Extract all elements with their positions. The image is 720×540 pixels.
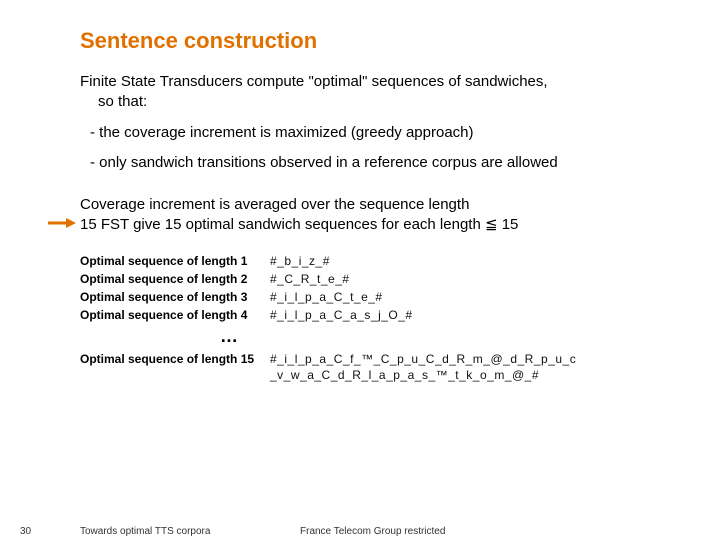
seq-value-3: #_i_l_p_a_C_t_e_# [270,290,383,304]
sequence-block: Optimal sequence of length 1 #_b_i_z_# O… [80,254,680,385]
page-number: 30 [20,526,31,537]
seq-label-3: Optimal sequence of length 3 [80,290,270,304]
slide-title: Sentence construction [80,28,680,54]
seq-label-4: Optimal sequence of length 4 [80,308,270,322]
para2-line2-b: 15 [498,216,519,233]
seq-label-1: Optimal sequence of length 1 [80,254,270,268]
seq-ellipsis: … [220,326,680,347]
seq-row-15: Optimal sequence of length 15 #_i_l_p_a_… [80,351,680,385]
para1-line1: Finite State Transducers compute "optima… [80,72,680,92]
para2-line1: Coverage increment is averaged over the … [80,195,680,215]
bullet-1: - the coverage increment is maximized (g… [90,123,680,143]
leq-symbol: ≦ [485,217,498,233]
intro-block: Finite State Transducers compute "optima… [80,72,680,173]
footer-left: Towards optimal TTS corpora [80,526,210,537]
seq15-line2: _v_w_a_C_d_R_l_a_p_a_s_™_t_k_o_m_@_# [270,368,539,382]
footer-mid: France Telecom Group restricted [300,526,445,537]
seq-row-1: Optimal sequence of length 1 #_b_i_z_# [80,254,680,268]
seq15-line1: #_i_l_p_a_C_f_™_C_p_u_C_d_R_m_@_d_R_p_u_… [270,352,576,366]
seq-value-15: #_i_l_p_a_C_f_™_C_p_u_C_d_R_m_@_d_R_p_u_… [270,351,576,385]
seq-label-15: Optimal sequence of length 15 [80,352,270,366]
para1-line2: so that: [98,92,680,112]
seq-label-2: Optimal sequence of length 2 [80,272,270,286]
bullet-2: - only sandwich transitions observed in … [90,153,680,173]
para2-line2-a: 15 FST give 15 optimal sandwich sequence… [80,216,485,233]
para2-line2: 15 FST give 15 optimal sandwich sequence… [80,215,680,235]
seq-value-1: #_b_i_z_# [270,254,330,268]
seq-value-2: #_C_R_t_e_# [270,272,350,286]
arrow-icon [48,217,76,229]
seq-value-4: #_i_l_p_a_C_a_s_j_O_# [270,308,413,322]
slide: Sentence construction Finite State Trans… [0,0,720,540]
seq-row-2: Optimal sequence of length 2 #_C_R_t_e_# [80,272,680,286]
seq-row-4: Optimal sequence of length 4 #_i_l_p_a_C… [80,308,680,322]
coverage-block: Coverage increment is averaged over the … [80,195,680,236]
seq-row-3: Optimal sequence of length 3 #_i_l_p_a_C… [80,290,680,304]
